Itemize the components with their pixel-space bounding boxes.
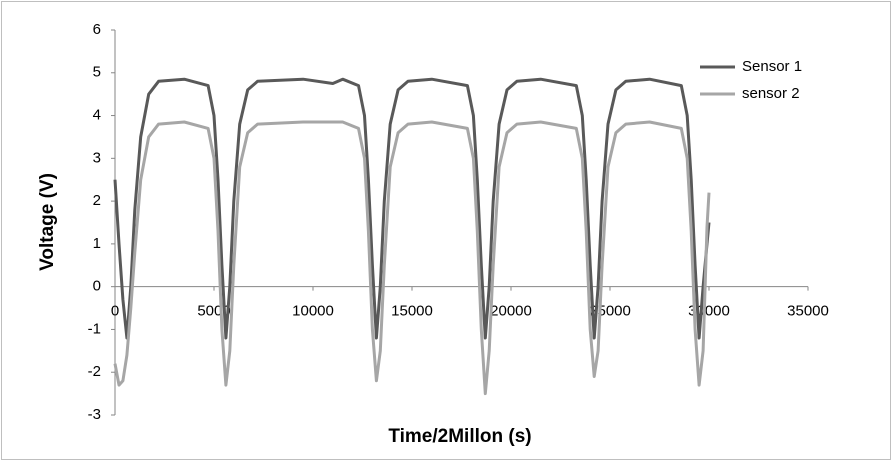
x-axis-title: Time/2Millon (s) [388,426,531,447]
x-tick-label: 10000 [292,303,334,320]
legend-label: sensor 2 [742,85,800,102]
y-tick-label: -1 [88,320,101,337]
legend-label: Sensor 1 [742,58,802,75]
y-tick-label: 5 [93,64,101,81]
y-tick-label: 6 [93,21,101,38]
x-tick-label: 15000 [391,303,433,320]
y-tick-label: 2 [93,192,101,209]
y-tick-label: 0 [93,278,101,295]
x-tick-label: 0 [111,303,119,320]
x-tick-label: 35000 [787,303,829,320]
y-axis-title: Voltage (V) [37,173,58,271]
series-line [113,120,711,396]
y-tick-label: -2 [88,363,101,380]
y-tick-label: 1 [93,235,101,252]
y-tick-label: 3 [93,149,101,166]
y-tick-label: -3 [88,406,101,423]
series-line [113,77,711,340]
y-tick-label: 4 [93,107,101,124]
x-tick-label: 20000 [490,303,532,320]
